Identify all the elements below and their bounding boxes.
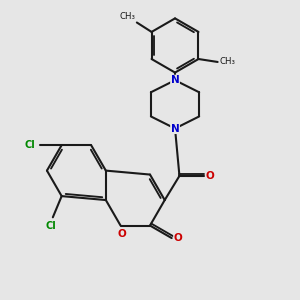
Text: CH₃: CH₃ xyxy=(119,12,135,21)
Text: O: O xyxy=(118,229,126,239)
Text: N: N xyxy=(171,124,179,134)
Text: Cl: Cl xyxy=(46,220,57,231)
Text: N: N xyxy=(171,75,179,85)
Text: CH₃: CH₃ xyxy=(219,58,235,67)
Text: Cl: Cl xyxy=(25,140,35,150)
Text: O: O xyxy=(206,171,214,181)
Text: O: O xyxy=(174,233,182,243)
